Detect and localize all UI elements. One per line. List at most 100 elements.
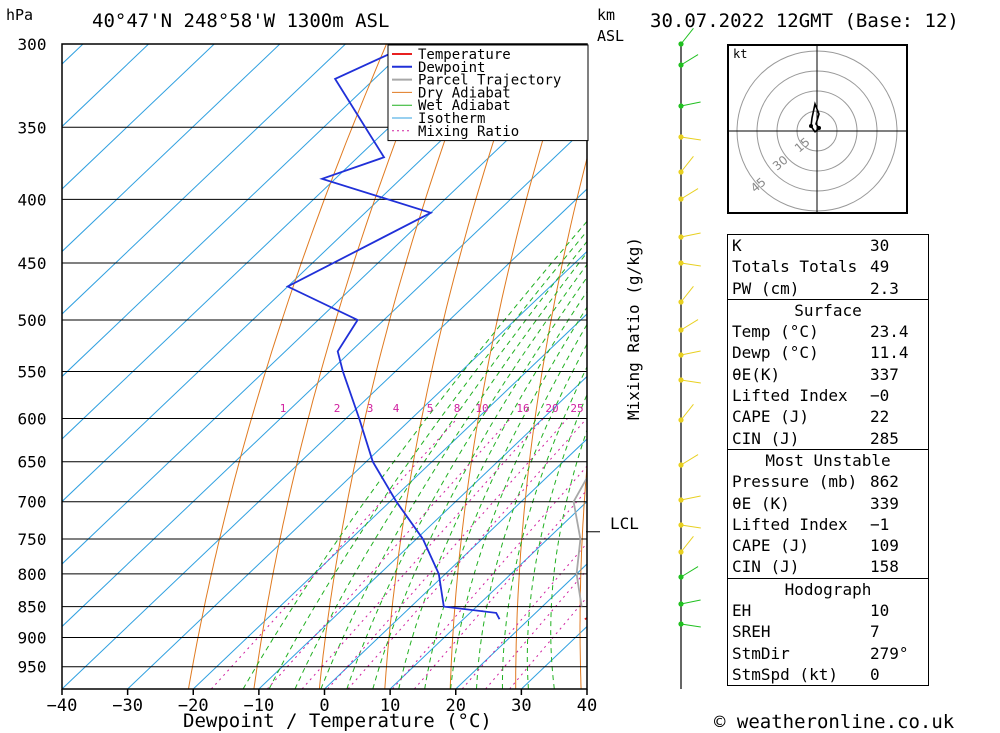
wet-adiabat-line — [372, 276, 587, 689]
x-tick-label: −20 — [178, 696, 209, 716]
indices-label: Lifted Index — [732, 386, 848, 406]
isotherm-line — [62, 44, 412, 378]
isotherm-line — [62, 44, 478, 440]
wet-adiabat-line — [450, 323, 587, 689]
pressure-tick-label: 750 — [18, 530, 47, 549]
wind-barb — [680, 495, 701, 501]
indices-row: SREH 7 — [728, 621, 928, 642]
indices-section: K 30 Totals Totals 49 PW (cm) 2.3 — [728, 235, 928, 299]
indices-section: Most Unstable Pressure (mb) 862 θE (K) 339 Li… — [728, 448, 928, 578]
copyright-label: © weatheronline.co.uk — [714, 711, 955, 733]
legend-entry: Mixing Ratio — [418, 124, 519, 140]
legend-entry: Temperature — [418, 47, 511, 63]
indices-value: 10 — [870, 601, 890, 621]
hodograph-unit-label: kt — [733, 47, 748, 61]
height-ref-label: ASL — [597, 27, 625, 45]
dry-adiabat-line — [980, 44, 1000, 689]
indices-label: StmDir — [732, 643, 790, 663]
hodograph-ring-label: 30 — [770, 153, 791, 174]
pressure-tick-label: 950 — [18, 658, 47, 677]
wet-adiabat-line — [476, 343, 587, 689]
indices-value: −1 — [870, 514, 890, 534]
dry-adiabat-line — [642, 44, 712, 689]
height-unit-label: km — [597, 6, 616, 24]
mixing-ratio-line — [266, 418, 511, 689]
mixing-ratio-line — [485, 569, 587, 689]
wet-adiabat-line — [550, 428, 587, 689]
mixing-ratio-label: 3 — [367, 402, 374, 415]
indices-label: Lifted Index — [732, 514, 848, 534]
indices-row: PW (cm) 2.3 — [728, 278, 928, 299]
indices-row: K 30 — [728, 235, 928, 256]
indices-row: CIN (J) 158 — [728, 556, 928, 577]
indices-row: Temp (°C) 23.4 — [728, 321, 928, 342]
mixing-ratio-label: 4 — [393, 402, 400, 415]
wet-adiabat-line — [526, 393, 587, 689]
dry-adiabat-line — [579, 460, 587, 689]
x-tick-label: −30 — [112, 696, 143, 716]
indices-row: θE(K) 337 — [728, 364, 928, 385]
indices-section-title: Hodograph — [784, 579, 872, 599]
indices-section: Surface Temp (°C) 23.4 Dewp (°C) 11.4 θE(K) 33… — [728, 298, 928, 449]
indices-label: Dewp (°C) — [732, 343, 819, 363]
mixing-ratio-line — [461, 542, 587, 689]
wind-barb — [680, 262, 701, 267]
isotherm-line — [455, 563, 587, 689]
x-tick-label: −10 — [244, 696, 275, 716]
wind-barb — [680, 379, 701, 384]
wet-adiabat-line — [294, 240, 587, 689]
indices-row: Lifted Index −0 — [728, 385, 928, 406]
run-time-title: 30.07.2022 12GMT (Base: 12) — [650, 10, 959, 32]
indices-value: 337 — [870, 364, 899, 384]
x-tick-label: 40 — [577, 696, 597, 716]
indices-value: 11.4 — [870, 343, 909, 363]
isotherm-line — [62, 44, 543, 503]
indices-row: StmDir 279° — [728, 643, 928, 664]
indices-row: CAPE (J) 109 — [728, 535, 928, 556]
pressure-tick-label: 450 — [18, 254, 47, 273]
hodograph-point — [809, 124, 813, 128]
indices-row: θE (K) 339 — [728, 493, 928, 514]
indices-section-title: Most Unstable — [765, 450, 891, 470]
indices-section: Hodograph EH 10 SREH 7 StmDir 279° StmSpd (kt) 0 — [728, 577, 928, 685]
wind-barb — [680, 623, 701, 628]
pressure-tick-label: 700 — [18, 493, 47, 512]
indices-row: Pressure (mb) 862 — [728, 471, 928, 492]
wet-adiabat-line — [501, 365, 587, 689]
mixing-ratio-line — [347, 418, 587, 689]
indices-label: θE(K) — [732, 364, 781, 384]
wind-barb — [680, 188, 699, 200]
indices-value: 339 — [870, 493, 899, 513]
isotherm-line — [62, 125, 587, 628]
isotherm-line — [324, 438, 587, 689]
dry-adiabat-line — [188, 44, 387, 689]
wind-barb — [680, 156, 694, 173]
legend-entry: Parcel Trajectory — [418, 73, 561, 89]
indices-label: SREH — [732, 622, 771, 642]
indices-value: 279° — [870, 643, 909, 663]
x-tick-label: −40 — [47, 696, 78, 716]
indices-label: PW (cm) — [732, 278, 800, 298]
hodograph-ring-label: 15 — [792, 135, 813, 156]
indices-label: EH — [732, 601, 752, 621]
wind-barb — [680, 536, 694, 553]
pressure-tick-label: 600 — [18, 409, 47, 428]
plot-area — [62, 44, 1000, 689]
legend-entry: Isotherm — [418, 111, 485, 127]
wind-barb — [680, 101, 701, 107]
isotherm-line — [62, 44, 346, 315]
indices-label: CAPE (J) — [732, 536, 810, 556]
indices-value: 49 — [870, 257, 890, 277]
mixing-ratio-label: 1 — [280, 402, 287, 415]
isotherm-line — [62, 63, 587, 565]
wind-barb — [680, 454, 699, 466]
dewpoint-line — [285, 44, 501, 620]
x-axis-label: Dewpoint / Temperature (°C) — [183, 710, 492, 732]
indices-label: Pressure (mb) — [732, 472, 858, 492]
wet-adiabat-line — [320, 251, 587, 689]
indices-table: K 30 Totals Totals 49 PW (cm) 2.3 Surface Temp … — [727, 234, 929, 687]
indices-row: EH 10 — [728, 600, 928, 621]
isotherm-line — [62, 44, 281, 253]
